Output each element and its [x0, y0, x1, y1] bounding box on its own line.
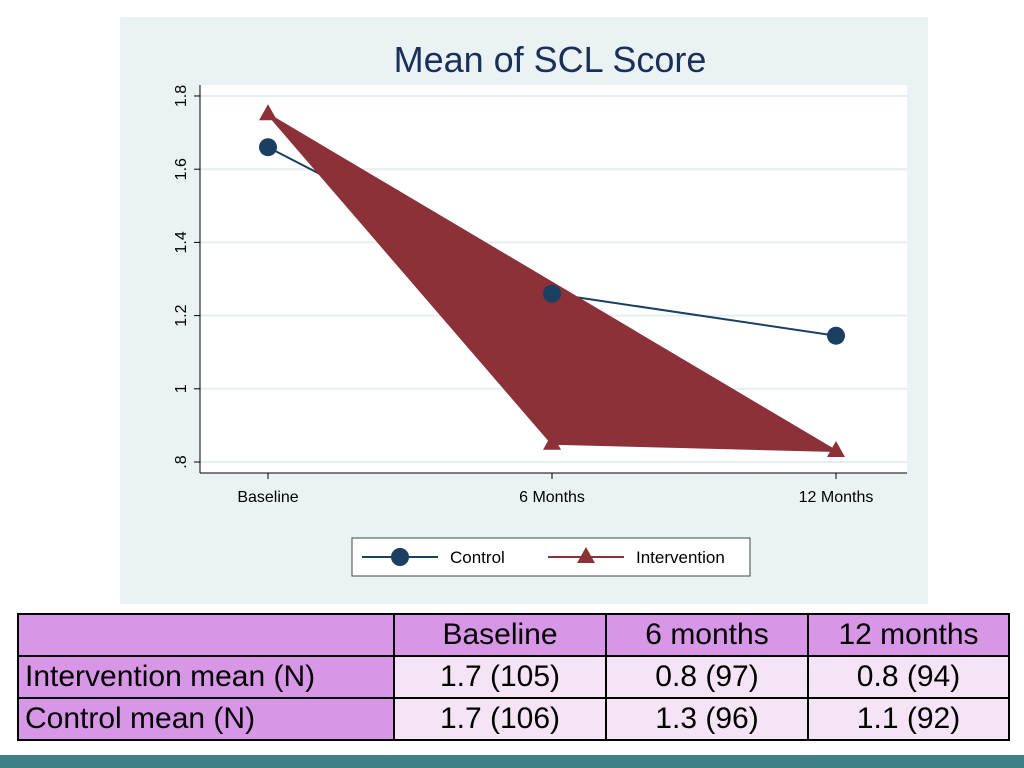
- table-cell: 1.3 (96): [605, 697, 809, 741]
- y-tick-label: .8: [173, 455, 190, 468]
- y-tick-label: 1.4: [173, 231, 190, 253]
- table-cell: 0.8 (94): [807, 655, 1010, 699]
- table-header-6-months: 6 months: [605, 613, 809, 657]
- table-cell: 1.7 (106): [393, 697, 607, 741]
- y-tick-label: 1.8: [173, 85, 190, 107]
- summary-table: Baseline 6 months 12 months Intervention…: [17, 613, 1010, 741]
- table-row-label: Control mean (N): [17, 697, 395, 741]
- y-tick-label: 1.2: [173, 304, 190, 326]
- control-point: [543, 284, 561, 303]
- y-tick-label: 1.6: [173, 158, 190, 180]
- control-point: [827, 326, 845, 345]
- table-row-label: Intervention mean (N): [17, 655, 395, 699]
- table-row-control: Control mean (N) 1.7 (106) 1.3 (96) 1.1 …: [17, 697, 1010, 741]
- table-row-intervention: Intervention mean (N) 1.7 (105) 0.8 (97)…: [17, 655, 1010, 699]
- footer-bar: [0, 755, 1024, 768]
- legend-label-intervention: Intervention: [636, 548, 725, 567]
- table-cell: 0.8 (97): [605, 655, 809, 699]
- table-header-baseline: Baseline: [393, 613, 607, 657]
- series-area-intervention: [267, 113, 837, 453]
- table-cell: 1.1 (92): [807, 697, 1010, 741]
- intervention-point: [827, 441, 845, 458]
- table-header-row: Baseline 6 months 12 months: [17, 613, 1010, 657]
- table-header-12-months: 12 months: [807, 613, 1010, 657]
- control-point: [259, 138, 277, 157]
- chart-svg: Mean of SCL Score .8 1 1.2 1.4 1.6 1.8 Baseline…: [173, 39, 907, 577]
- x-tick-label: Baseline: [237, 489, 298, 506]
- chart-title: Mean of SCL Score: [394, 39, 707, 80]
- x-tick-label: 12 Months: [799, 489, 874, 506]
- intervention-point: [543, 433, 561, 450]
- x-tick-label: 6 Months: [519, 489, 585, 506]
- legend-marker-control: [391, 548, 409, 566]
- legend-marker-intervention: [577, 547, 595, 563]
- intervention-point: [259, 104, 277, 121]
- table-header-blank: [17, 613, 395, 657]
- y-tick-label: 1: [173, 384, 190, 393]
- chart-panel: Mean of SCL Score .8 1 1.2 1.4 1.6 1.8 Baseline…: [120, 17, 928, 604]
- legend-label-control: Control: [450, 548, 505, 567]
- table-cell: 1.7 (105): [393, 655, 607, 699]
